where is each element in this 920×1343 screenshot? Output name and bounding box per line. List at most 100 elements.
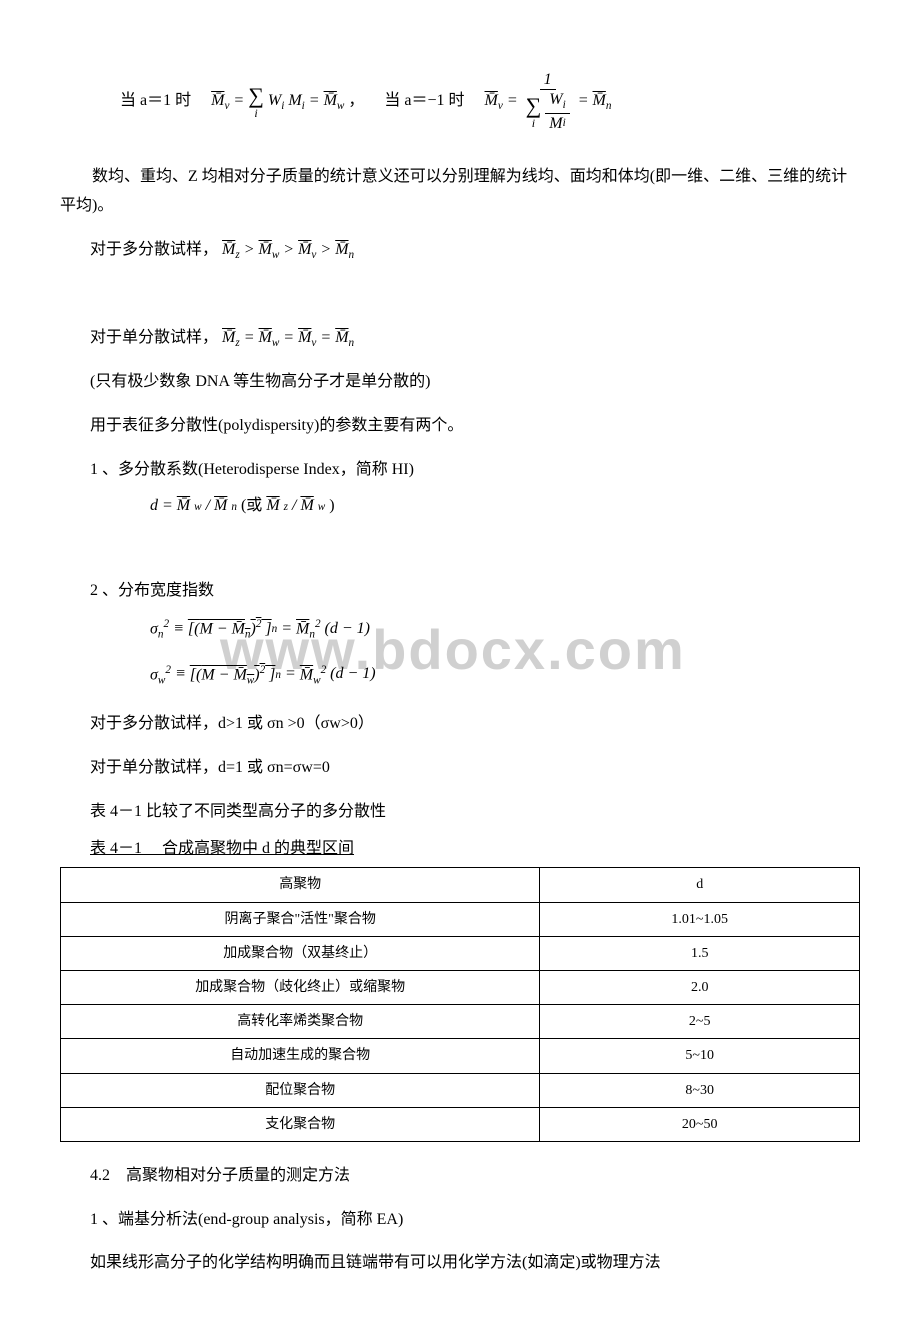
- f1-eq1: ≡: [173, 615, 184, 644]
- f1-sigp: 2: [163, 618, 169, 630]
- table-row: 加成聚合物（双基终止）1.5: [61, 936, 860, 970]
- eq2-formula: M̄v = 1 ∑i Wi Mi = M̄n: [485, 70, 612, 133]
- table-row: 自动加速生成的聚合物5~10: [61, 1039, 860, 1073]
- paragraph-4: (只有极少数象 DNA 等生物高分子才是单分散的): [90, 368, 860, 397]
- eq1-eq: =: [233, 87, 244, 116]
- eq1-lhs-sub: v: [224, 100, 229, 112]
- table-intro: 表 4－1 比较了不同类型高分子的多分散性: [90, 798, 860, 827]
- ineq-g1: >: [244, 241, 259, 258]
- f1-sig: σ: [150, 620, 158, 637]
- ec-e3: =: [320, 329, 335, 346]
- f1-tail: (d − 1): [325, 615, 370, 644]
- table-header-row: 高聚物 d: [61, 868, 860, 902]
- table-cell: 5~10: [540, 1039, 860, 1073]
- i1-e: M̄: [300, 492, 313, 521]
- ineq-bs: w: [272, 249, 279, 261]
- table-cell: 加成聚合物（歧化终止）或缩聚物: [61, 970, 540, 1004]
- table-cell: 自动加速生成的聚合物: [61, 1039, 540, 1073]
- paragraph-5: 用于表征多分散性(polydispersity)的参数主要有两个。: [90, 412, 860, 441]
- f2-mb2p: 2: [321, 664, 327, 676]
- paragraph-7: 对于单分散试样，d=1 或 σn=σw=0: [90, 754, 860, 783]
- item-2-title: 2 、分布宽度指数: [90, 577, 860, 606]
- table-cell: 8~30: [540, 1073, 860, 1107]
- eq2-frac: 1 ∑i Wi Mi: [522, 70, 574, 133]
- f2-mb: M̄: [233, 666, 246, 683]
- i1-a: M̄: [177, 492, 190, 521]
- ineq-as: z: [235, 249, 239, 261]
- paragraph-6: 对于多分散试样，d>1 或 σn >0（σw>0）: [90, 710, 860, 739]
- eq2-wni: i: [563, 99, 566, 111]
- f1-m: M −: [199, 620, 231, 637]
- eq2-md: M: [549, 114, 562, 133]
- item-2-formula-2: σw2 ≡ [(M − M̄w)2 ] n = M̄w2 (d − 1): [150, 660, 860, 691]
- i1-b: M̄: [214, 492, 227, 521]
- eq1-sep: ，: [348, 87, 364, 116]
- table-cell: 配位聚合物: [61, 1073, 540, 1107]
- ec-as: z: [235, 337, 239, 349]
- f1-eq2: =: [281, 615, 292, 644]
- eq1-sumsym: ∑: [248, 85, 264, 107]
- table-cell: 支化聚合物: [61, 1107, 540, 1141]
- f1-mb2s: n: [309, 628, 315, 640]
- eq1-m: M: [288, 92, 301, 109]
- ec-a: M̄: [222, 329, 235, 346]
- i1-es: w: [318, 497, 325, 517]
- i1-bs: n: [231, 497, 237, 517]
- ec-e2: =: [283, 329, 298, 346]
- i1-close: ): [329, 492, 334, 521]
- paragraph-9: 如果线形高分子的化学结构明确而且链端带有可以用化学方法(如滴定)或物理方法: [90, 1249, 860, 1278]
- section-4-2: 4.2 高聚物相对分子质量的测定方法: [90, 1162, 860, 1191]
- eq1-formula: M̄v = ∑i Wi Mi = M̄w ，: [211, 85, 364, 119]
- f2-m: M −: [201, 666, 233, 683]
- f2-os: n: [275, 665, 281, 685]
- eq2-lhs-sub: v: [498, 100, 503, 112]
- f2-eq1: ≡: [175, 660, 186, 689]
- f1-mb2p: 2: [315, 618, 321, 630]
- ec-cs: v: [311, 337, 316, 349]
- eq1-lhs: M̄: [211, 92, 224, 109]
- table-header-d: d: [540, 868, 860, 902]
- item-2-formula-1: σn2 ≡ [(M − M̄n)2 ] n = M̄n2 (d − 1): [150, 614, 860, 645]
- table-cell: 20~50: [540, 1107, 860, 1141]
- table-row: 支化聚合物20~50: [61, 1107, 860, 1141]
- ineq-g2: >: [283, 241, 298, 258]
- paragraph-1: 数均、重均、Z 均相对分子质量的统计意义还可以分别理解为线均、面均和体均(即一维…: [60, 163, 860, 221]
- f1-bo: [(: [188, 620, 200, 637]
- eq1-prefix: 当 a＝1 时: [120, 87, 191, 116]
- i1-eq: =: [162, 492, 173, 521]
- eq1-wi: i: [281, 100, 284, 112]
- table-cell: 高转化率烯类聚合物: [61, 1005, 540, 1039]
- ineq-g3: >: [320, 241, 335, 258]
- equation-row-1: 当 a＝1 时 M̄v = ∑i Wi Mi = M̄w ， 当 a＝−1 时 …: [120, 70, 860, 133]
- eq1-rhs: M̄: [324, 92, 337, 109]
- p2-prefix: 对于多分散试样，: [90, 241, 218, 258]
- ec-d: M̄: [335, 329, 348, 346]
- f1-bc: ]: [261, 620, 271, 637]
- f1-mb: M̄: [232, 620, 245, 637]
- f1-os: n: [272, 619, 278, 639]
- eq2-lhs: M̄: [485, 92, 498, 109]
- table-cell: 2.0: [540, 970, 860, 1004]
- f2-bc: ]: [265, 666, 275, 683]
- table-row: 配位聚合物8~30: [61, 1073, 860, 1107]
- f1-mb2: M̄: [296, 620, 309, 637]
- f2-bo: [(: [190, 666, 202, 683]
- table-cell: 加成聚合物（双基终止）: [61, 936, 540, 970]
- table-caption: 表 4－1 合成高聚物中 d 的典型区间: [90, 835, 860, 864]
- ec-c: M̄: [298, 329, 311, 346]
- i1-as: w: [194, 497, 201, 517]
- table-cell: 1.01~1.05: [540, 902, 860, 936]
- f2-tail: (d − 1): [330, 660, 375, 689]
- i1-open: (或: [241, 492, 262, 521]
- f1-sigs: n: [158, 628, 164, 640]
- f2-mb2: M̄: [300, 666, 313, 683]
- i1-s1: /: [206, 492, 210, 521]
- eq2-wn: W: [549, 91, 562, 108]
- eq1-rhs-sub: w: [337, 100, 344, 112]
- eq2-eq2: =: [578, 87, 589, 116]
- ec-ds: n: [349, 337, 355, 349]
- item-1-title: 1 、多分散系数(Heterodisperse Index，简称 HI): [90, 456, 860, 485]
- ineq-ds: n: [349, 249, 355, 261]
- table-row: 高转化率烯类聚合物2~5: [61, 1005, 860, 1039]
- table-cell: 阴离子聚合"活性"聚合物: [61, 902, 540, 936]
